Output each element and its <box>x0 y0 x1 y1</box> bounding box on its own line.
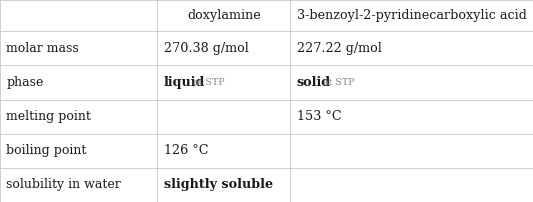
Text: doxylamine: doxylamine <box>187 9 261 22</box>
Text: melting point: melting point <box>6 110 91 123</box>
Text: 270.38 g/mol: 270.38 g/mol <box>164 42 248 55</box>
Text: solubility in water: solubility in water <box>6 178 121 191</box>
Text: boiling point: boiling point <box>6 144 87 157</box>
Text: slightly soluble: slightly soluble <box>164 178 273 191</box>
Text: at STP: at STP <box>323 78 354 87</box>
Text: 153 °C: 153 °C <box>297 110 342 123</box>
Text: molar mass: molar mass <box>6 42 79 55</box>
Text: solid: solid <box>297 76 331 89</box>
Text: 227.22 g/mol: 227.22 g/mol <box>297 42 382 55</box>
Text: 126 °C: 126 °C <box>164 144 208 157</box>
Text: at STP: at STP <box>193 78 225 87</box>
Text: 3-benzoyl-2-pyridinecarboxylic acid: 3-benzoyl-2-pyridinecarboxylic acid <box>297 9 527 22</box>
Text: phase: phase <box>6 76 44 89</box>
Text: liquid: liquid <box>164 76 205 89</box>
